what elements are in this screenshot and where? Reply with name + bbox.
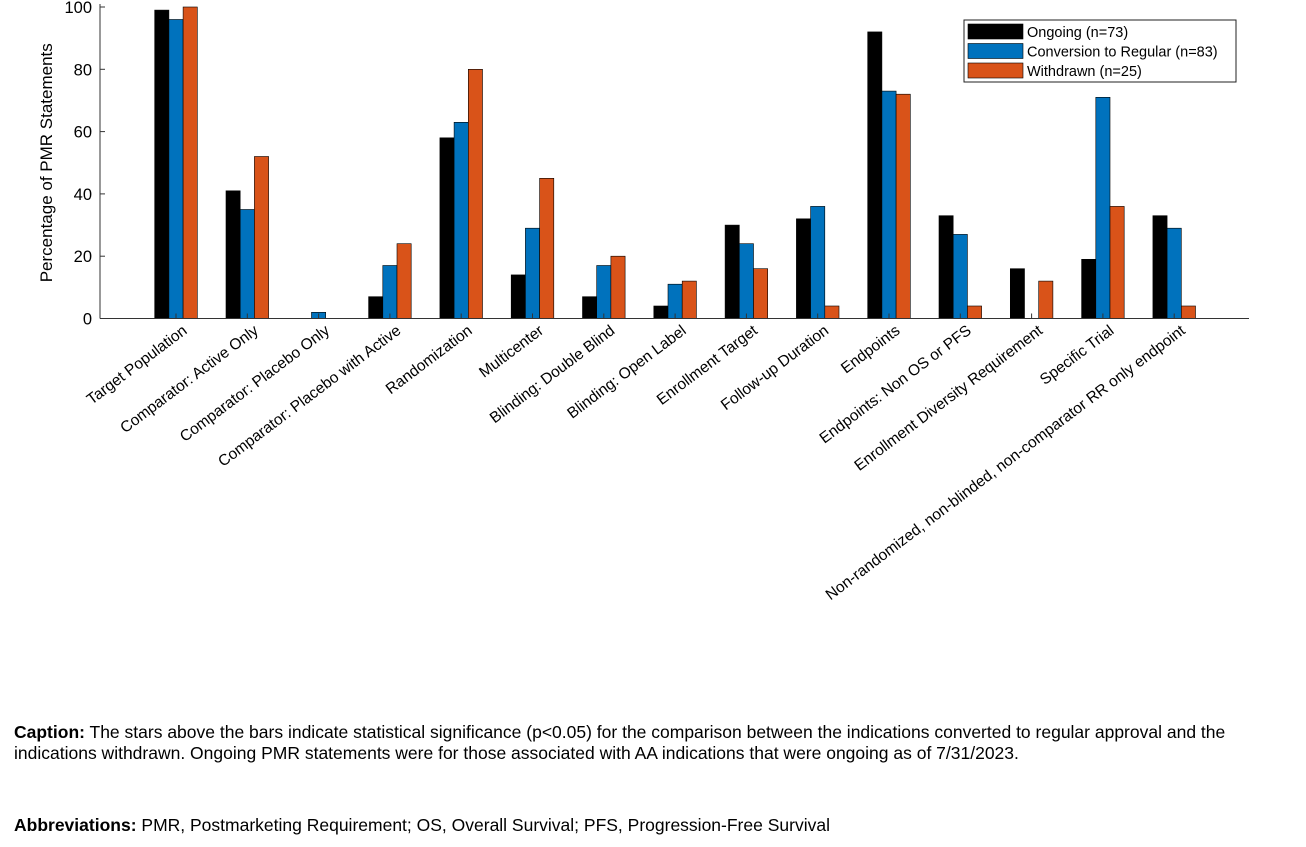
bar-1-6: [510, 274, 526, 319]
bar-2-11: [881, 90, 897, 319]
bar-1-5: [439, 137, 455, 319]
bar-1-2: [225, 190, 241, 319]
bar-3-14: [1109, 206, 1125, 319]
bar-2-5: [453, 122, 469, 319]
bar-2-2: [239, 209, 255, 319]
bar-2-1: [168, 19, 184, 319]
bar-3-11: [895, 93, 911, 319]
x-tick-label-11: Endpoints: [838, 322, 903, 377]
bar-1-15: [1152, 215, 1168, 319]
bar-2-10: [810, 206, 826, 319]
bar-2-9: [738, 243, 754, 319]
y-tick-label-40: 40: [74, 186, 92, 204]
y-axis-label: Percentage of PMR Statements: [37, 43, 56, 282]
legend-label-1: Ongoing (n=73): [1027, 25, 1128, 41]
chart-canvas: Percentage of PMR Statements 0 20 40 60 80 100…: [37, 0, 1249, 604]
bar-3-1: [182, 6, 198, 319]
bar-2-7: [596, 265, 612, 319]
bar-3-2: [254, 156, 269, 319]
x-tick-label-2: Comparator: Active Only: [117, 322, 262, 437]
bar-1-7: [582, 296, 597, 319]
caption-label: Caption:: [14, 722, 85, 742]
bar-3-9: [753, 268, 768, 319]
bar-1-1: [154, 9, 170, 319]
abbreviations-text: PMR, Postmarketing Requirement; OS, Over…: [136, 815, 830, 835]
y-tick-label-60: 60: [74, 124, 92, 142]
y-tick-label-100: 100: [64, 0, 92, 17]
figure-caption: Caption: The stars above the bars indica…: [14, 722, 1244, 764]
legend-label-3: Withdrawn (n=25): [1027, 64, 1142, 80]
x-tick-label-7: Blinding: Double Blind: [487, 322, 618, 427]
bar-3-7: [610, 255, 626, 319]
y-tick-label-0: 0: [83, 311, 92, 329]
abbreviations-note: Abbreviations: PMR, Postmarketing Requir…: [14, 815, 1244, 836]
abbreviations-label: Abbreviations:: [14, 815, 137, 835]
legend-swatch-1: [967, 23, 1024, 40]
bar-1-12: [938, 215, 954, 319]
bar-2-8: [667, 283, 683, 319]
bar-1-11: [867, 31, 883, 319]
bar-3-12: [967, 305, 982, 319]
bar-2-15: [1166, 227, 1182, 319]
bar-3-8: [681, 280, 697, 319]
bar-1-13: [1009, 268, 1025, 319]
legend-swatch-3: [967, 62, 1024, 79]
bar-3-15: [1181, 305, 1196, 319]
bar-1-4: [368, 296, 384, 319]
x-tick-label-6: Multicenter: [476, 322, 547, 381]
bar-1-8: [653, 305, 669, 319]
bar-1-14: [1081, 258, 1097, 319]
x-tick-label-8: Blinding: Open Label: [564, 322, 689, 422]
bar-3-13: [1038, 280, 1054, 319]
bar-1-9: [724, 224, 740, 319]
bar-3-10: [824, 305, 840, 319]
bar-2-12: [952, 234, 968, 319]
legend-label-2: Conversion to Regular (n=83): [1027, 45, 1218, 61]
y-tick-label-20: 20: [74, 248, 92, 266]
bar-2-14: [1095, 97, 1111, 319]
bar-3-6: [539, 178, 555, 319]
caption-text: The stars above the bars indicate statis…: [14, 722, 1226, 763]
bar-1-10: [796, 218, 811, 319]
legend-swatch-2: [967, 43, 1024, 59]
bar-2-4: [382, 265, 398, 319]
bar-chart: Percentage of PMR Statements 0 20 40 60 80 100…: [37, 0, 1249, 604]
y-tick-label-80: 80: [74, 61, 92, 79]
bar-2-6: [525, 227, 540, 319]
bar-3-5: [467, 69, 483, 319]
bar-3-4: [396, 243, 412, 319]
